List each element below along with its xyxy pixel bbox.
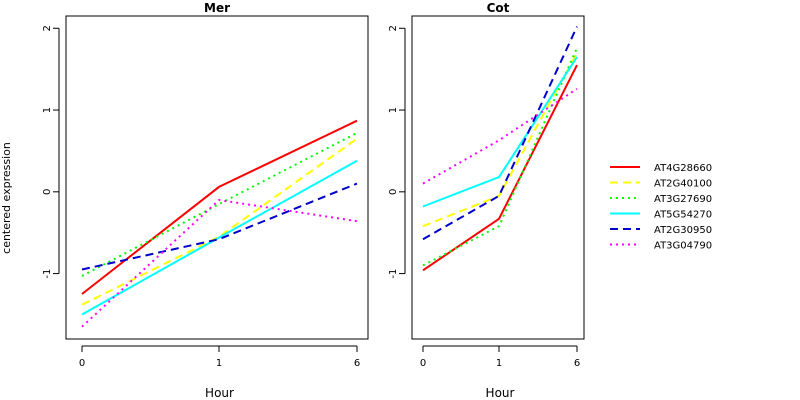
y-tick-label: 0 [388, 189, 399, 195]
chart-panel-cot: Cot 0 1 6 Hour -1 0 1 2 [388, 1, 585, 400]
y-tick-label: 0 [42, 189, 53, 195]
x-tick-label: 6 [354, 358, 360, 369]
legend-entry: AT2G30950 [610, 225, 712, 236]
series-line-at4g28660 [422, 64, 578, 272]
x-tick-label: 1 [496, 358, 502, 369]
legend-entry: AT2G40100 [610, 179, 712, 190]
y-tick-label: 2 [42, 25, 53, 31]
y-tick-label: 1 [388, 107, 399, 113]
panel-title: Mer [204, 1, 230, 15]
legend-label: AT3G04790 [654, 241, 712, 252]
x-axis: 0 1 6 Hour [420, 345, 580, 400]
x-tick-label: 0 [420, 358, 426, 369]
series-line-at5g54270 [81, 159, 358, 316]
x-axis: 0 1 6 Hour [79, 345, 360, 400]
y-tick-label: -1 [42, 269, 53, 279]
x-axis-title: Hour [205, 386, 234, 400]
series-line-at2g30950 [81, 182, 358, 271]
y-axis-label: centered expression [0, 142, 13, 254]
legend-label: AT2G40100 [654, 179, 712, 190]
x-axis-title: Hour [486, 386, 515, 400]
x-tick-label: 0 [79, 358, 85, 369]
legend-label: AT3G27690 [654, 194, 712, 205]
y-tick-label: 1 [42, 107, 53, 113]
y-tick-label: -1 [388, 269, 399, 279]
series-line-at2g30950 [422, 26, 578, 241]
series-line-at3g27690 [422, 47, 578, 267]
y-axis: -1 0 1 2 [388, 25, 406, 279]
plot-frame [65, 15, 369, 340]
series-line-at5g54270 [422, 56, 578, 208]
legend-entry: AT3G04790 [610, 241, 712, 252]
legend-entry: AT3G27690 [610, 194, 712, 205]
y-tick-label: 2 [388, 25, 399, 31]
x-tick-label: 1 [216, 358, 222, 369]
series-line-at3g04790 [422, 87, 578, 185]
series-line-at2g40100 [422, 52, 578, 228]
series-line-at4g28660 [81, 119, 358, 295]
series-line-at3g27690 [81, 132, 358, 277]
legend-entry: AT5G54270 [610, 210, 712, 221]
chart-panels: Mer 0 1 6 Hour -1 0 1 2 Cot 0 1 6 Hour -1 0 1 2 [42, 1, 585, 400]
plot-frame [411, 15, 585, 340]
legend-label: AT5G54270 [654, 210, 712, 221]
legend-label: AT4G28660 [654, 163, 712, 174]
series-line-at2g40100 [81, 137, 358, 306]
legend: AT4G28660 AT2G40100 AT3G27690 AT5G54270 AT2G… [610, 163, 712, 252]
series-line-at3g04790 [81, 198, 358, 328]
chart-panel-mer: Mer 0 1 6 Hour -1 0 1 2 [42, 1, 369, 400]
legend-entry: AT4G28660 [610, 163, 712, 174]
legend-label: AT2G30950 [654, 225, 712, 236]
panel-title: Cot [487, 1, 510, 15]
y-axis: -1 0 1 2 [42, 25, 60, 279]
x-tick-label: 6 [574, 358, 580, 369]
